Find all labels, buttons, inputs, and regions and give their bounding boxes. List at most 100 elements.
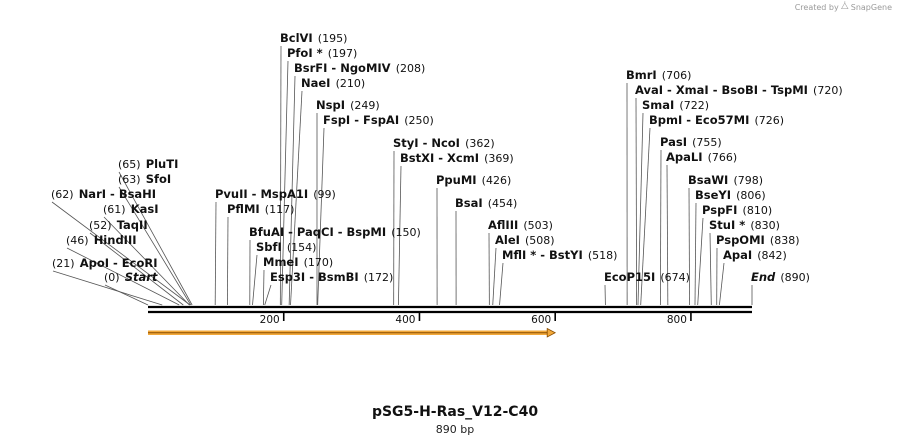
enzyme-label-pvuii-mspa1i: PvuII - MspA1I (99) [215,183,336,202]
enzyme-label-end: End (890) [751,266,810,285]
cut-leader-naei [290,90,303,306]
enzyme-name: BstYI [549,248,583,262]
cut-leader-esp3i-bsmbi [264,284,272,306]
cut-leader-bpmi-eco57mi [640,127,651,306]
cut-position: (154) [287,241,317,254]
credit-brand: SnapGene [850,2,892,12]
cut-leader-apoi-ecori [52,270,163,306]
cut-leader-sbfi [252,254,258,306]
cut-leader-hindiii [66,247,180,306]
enzyme-name: AvaI [635,83,663,97]
enzyme-name: PasI [660,135,687,149]
enzyme-name: BpmI [649,113,682,127]
enzyme-name: ApaLI [666,150,703,164]
enzyme-label-avai-xmai-bsobi-tspmi: AvaI - XmaI - BsoBI - TspMI (720) [635,79,843,98]
enzyme-name: BstXI [400,151,434,165]
cut-position: (99) [313,188,336,201]
enzyme-label-bsrfi-ngomiv: BsrFI - NgoMIV (208) [294,57,425,76]
enzyme-name: SmaI [642,98,674,112]
cut-leader-avai-xmai-bsobi-tspmi [635,97,638,306]
enzyme-name: HindIII [94,233,137,247]
orf-arrow-head [546,327,557,338]
enzyme-label-fspi-fspai: FspI - FspAI (250) [323,109,434,128]
enzyme-name: XcmI [447,151,479,165]
enzyme-name: AleI [495,233,520,247]
enzyme-label-bsai: BsaI (454) [455,192,517,211]
cut-leader-pspfi [697,217,704,306]
enzyme-label-bmri: BmrI (706) [626,64,691,83]
cut-leader-pflmi [227,216,229,306]
enzyme-name: PspOMI [716,233,765,247]
cut-position: (508) [525,234,555,247]
enzyme-label-start: (0) Start [104,266,158,285]
enzyme-name: PvuII [215,187,248,201]
cut-leader-pvuii-mspa1i [214,201,217,306]
cut-position: (369) [484,152,514,165]
cut-leader-nari-bsahi [51,201,191,306]
cut-position: (170) [304,256,334,269]
cut-position: (208) [396,62,426,75]
enzyme-name: TspMI [771,83,808,97]
enzyme-name: EcoRI [122,256,158,270]
cut-position: (362) [465,137,495,150]
cut-leader-pluti [118,171,193,306]
cut-position: (810) [743,204,773,217]
enzyme-name: XmaI [676,83,709,97]
enzyme-name: PfoI * [287,46,323,60]
enzyme-label-apali: ApaLI (766) [666,146,737,165]
enzyme-name: FspAI [363,113,399,127]
enzyme-name: PluTI [146,157,179,171]
enzyme-label-ppumi: PpuMI (426) [436,169,511,188]
enzyme-label-mmei: MmeI (170) [263,251,333,270]
cut-position: (249) [350,99,380,112]
enzyme-name: Start [125,270,158,284]
enzyme-name: ApaI [723,248,752,262]
feature-track [148,327,557,338]
cut-position: (842) [757,249,787,262]
enzyme-name: PspFI [702,203,737,217]
cut-position: (755) [692,136,722,149]
ruler-ticks: 200 400 600 800 [260,313,692,326]
enzyme-name: BsaWI [688,173,728,187]
cut-position: (250) [404,114,434,127]
enzyme-label-bstxi-xcmi: BstXI - XcmI (369) [400,147,514,166]
cut-position: (46) [66,234,89,247]
enzyme-name: BsaHI [119,187,156,201]
cut-position: (62) [51,188,74,201]
enzyme-name: PpuMI [436,173,477,187]
enzyme-name: PflMI [227,202,260,216]
enzyme-name: NspI [316,98,345,112]
cut-site-leaders [51,45,753,306]
cut-position: (117) [265,203,295,216]
cut-position: (706) [662,69,692,82]
enzyme-name: BsmBI [318,270,359,284]
cut-position: (52) [89,219,112,232]
enzyme-label-pspomi: PspOMI (838) [716,229,800,248]
enzyme-name: EcoP15I [604,270,655,284]
enzyme-label-afliii: AflIII (503) [488,214,553,233]
enzyme-label-taqii: (52) TaqII [89,214,148,233]
ruler-tick-label: 600 [531,314,551,326]
enzyme-label-pflmi: PflMI (117) [227,198,294,217]
cut-leader-sfoi [118,186,192,306]
enzyme-name: Esp3I [270,270,305,284]
enzyme-label-esp3i-bsmbi: Esp3I - BsmBI (172) [270,266,393,285]
cut-position: (720) [813,84,843,97]
enzyme-label-bpmi-eco57mi: BpmI - Eco57MI (726) [649,109,784,128]
cut-position: (726) [754,114,784,127]
enzyme-name: ApoI [80,256,109,270]
enzyme-name: BseYI [695,188,731,202]
credit-prefix: Created by [794,2,839,12]
cut-position: (503) [523,219,553,232]
enzyme-name: BsaI [455,196,483,210]
enzyme-name: SbfI [256,240,282,254]
enzyme-label-kasi: (61) KasI [103,198,158,217]
ruler-tick-label: 200 [260,314,280,326]
enzyme-name: NgoMIV [340,61,390,75]
cut-position: (0) [104,271,120,284]
enzyme-label-naei: NaeI (210) [301,72,365,91]
enzyme-name: AflIII [488,218,518,232]
enzyme-label-mfli-bstyi: MflI * - BstYI (518) [502,244,617,263]
cut-position: (150) [391,226,421,239]
ruler-tick-label: 800 [667,314,687,326]
